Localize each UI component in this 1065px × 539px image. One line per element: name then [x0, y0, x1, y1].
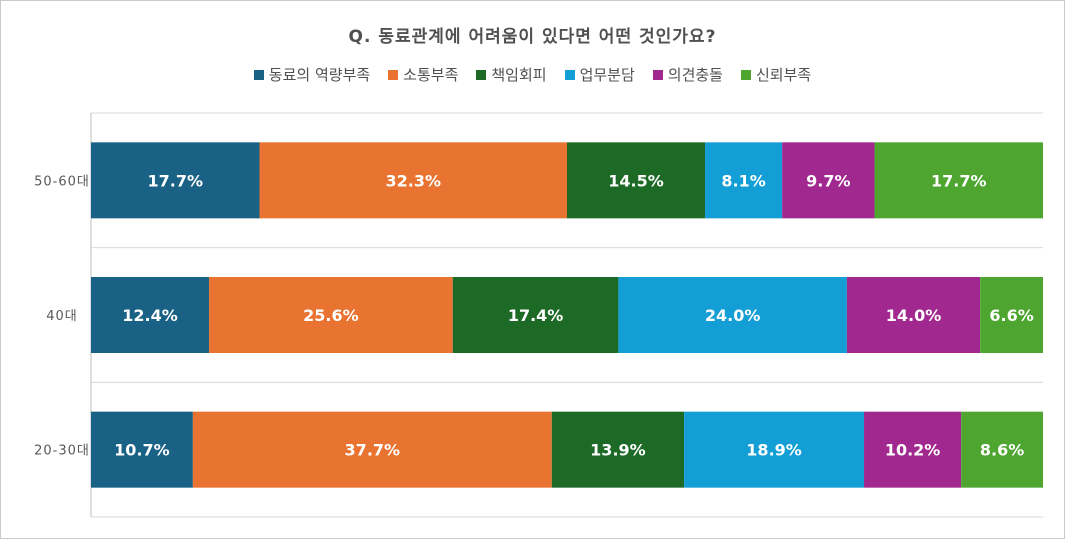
legend-item: 의견충돌 [652, 64, 723, 85]
data-label: 37.7% [345, 441, 401, 460]
legend-item: 동료의 역량부족 [253, 64, 371, 85]
chart-title: Q. 동료관계에 어려움이 있다면 어떤 것인가요? [348, 27, 717, 47]
bar-segment [551, 411, 685, 488]
legend-swatch [564, 69, 575, 80]
legend-swatch [476, 69, 487, 80]
bar-segment [452, 277, 619, 353]
data-label: 8.1% [721, 171, 765, 190]
category-label: 20-30대 [34, 444, 90, 459]
legend-item: 신뢰부족 [740, 64, 812, 85]
data-label: 10.7% [114, 441, 170, 460]
data-label: 12.4% [122, 306, 178, 325]
data-label: 25.6% [303, 306, 359, 325]
bar-segment [567, 142, 706, 219]
category-label: 40대 [46, 309, 78, 324]
bar-segment [782, 142, 875, 219]
legend-label: 업무분담 [579, 66, 635, 84]
legend-swatch [253, 69, 264, 80]
bar-segment [618, 277, 847, 353]
data-label: 9.7% [806, 171, 850, 190]
bar-segment [259, 142, 567, 219]
chart-legend: 동료의 역량부족 소통부족 책임회피 업무분담 의견충돌 신뢰부족 [0, 64, 1065, 85]
legend-swatch [740, 69, 751, 80]
data-label: 17.7% [147, 171, 203, 190]
bar-segment [91, 142, 260, 219]
data-label: 13.9% [590, 441, 646, 460]
bar-segment [684, 411, 865, 488]
bar-segment [864, 411, 962, 488]
legend-label: 책임회피 [491, 66, 547, 84]
legend-label: 동료의 역량부족 [268, 66, 371, 84]
legend-swatch [388, 69, 399, 80]
bar-segment [91, 277, 210, 353]
bar-segment [874, 142, 1043, 219]
legend-label: 신뢰부족 [755, 66, 812, 84]
legend-item: 업무분담 [564, 64, 635, 85]
bar-segment [209, 277, 453, 353]
data-label: 14.5% [608, 171, 664, 190]
legend-label: 소통부족 [403, 66, 459, 84]
legend-item: 소통부족 [388, 64, 458, 85]
data-label: 24.0% [705, 306, 761, 325]
data-label: 14.0% [886, 306, 942, 325]
category-label: 50-60대 [34, 174, 90, 189]
bar-segment [980, 277, 1043, 353]
bar-segment [846, 277, 981, 353]
bar-segment [91, 411, 193, 488]
data-label: 10.2% [885, 441, 941, 460]
bar-segment [961, 411, 1043, 488]
bar-segment [192, 411, 552, 488]
data-label: 32.3% [385, 171, 441, 190]
data-label: 18.9% [746, 441, 802, 460]
legend-item: 책임회피 [476, 64, 547, 85]
data-label: 8.6% [980, 441, 1024, 460]
data-label: 6.6% [989, 306, 1033, 325]
data-label: 17.7% [931, 171, 987, 190]
bar-segment [705, 142, 783, 219]
data-label: 17.4% [508, 306, 564, 325]
legend-label: 의견충돌 [667, 66, 723, 84]
legend-swatch [652, 69, 663, 80]
